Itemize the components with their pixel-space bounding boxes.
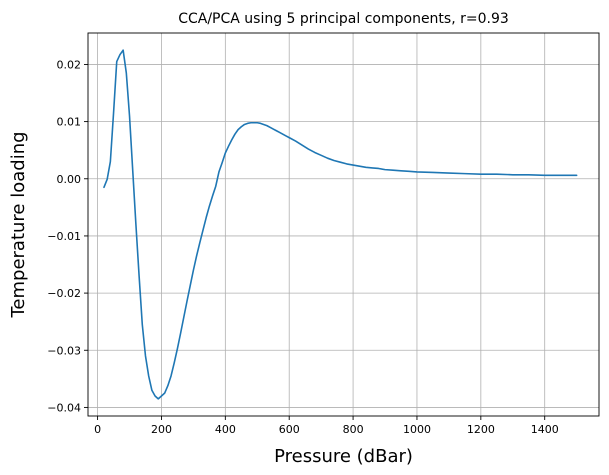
y-tick-label: −0.01 <box>47 230 81 243</box>
x-tick-label: 400 <box>215 423 236 436</box>
x-tick-label: 800 <box>343 423 364 436</box>
y-tick-label: −0.02 <box>47 287 81 300</box>
y-tick-label: 0.01 <box>57 116 82 129</box>
plot-frame <box>87 32 600 417</box>
y-tick-label: −0.03 <box>47 344 81 357</box>
x-tick-label: 600 <box>279 423 300 436</box>
x-tick-label: 0 <box>94 423 101 436</box>
grid <box>88 33 599 416</box>
series-layer <box>103 49 578 400</box>
chart-title: CCA/PCA using 5 principal components, r=… <box>178 11 509 27</box>
y-tick-label: 0.00 <box>57 173 82 186</box>
x-tick-label: 1200 <box>467 423 495 436</box>
x-tick-label: 1000 <box>403 423 431 436</box>
x-tick-label: 1400 <box>531 423 559 436</box>
y-tick-label: −0.04 <box>47 401 81 414</box>
y-tick-label: 0.02 <box>57 58 82 71</box>
y-axis-label: Temperature loading <box>8 131 29 318</box>
series-line <box>103 49 578 400</box>
ticks: 0 200 400 600 800 1000 1200 1400 −0.04 −0.03 −0.02… <box>47 58 558 436</box>
x-tick-label: 200 <box>151 423 172 436</box>
axes <box>87 32 600 417</box>
x-axis-label: Pressure (dBar) <box>274 446 413 467</box>
